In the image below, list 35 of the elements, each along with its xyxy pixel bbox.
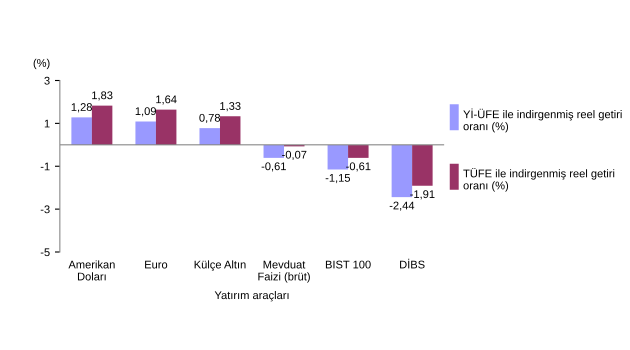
data-label: -0,61 <box>262 162 286 172</box>
x-tick-label: Euro <box>145 260 168 268</box>
x-tick-label: Amerikan Doları <box>68 260 115 280</box>
y-tick-label: 1 <box>44 120 50 128</box>
data-label: 1,33 <box>220 102 241 112</box>
bar <box>135 121 156 145</box>
bar <box>348 144 369 158</box>
data-label: 0,78 <box>199 114 220 124</box>
data-label: -1,15 <box>326 174 350 184</box>
bar <box>220 116 240 145</box>
x-tick-label: DİBS <box>400 258 425 268</box>
data-label: -2,44 <box>390 202 414 211</box>
data-label: 1,28 <box>72 103 92 112</box>
bar <box>71 117 92 145</box>
y-axis-title: (%) <box>34 58 50 70</box>
bar <box>92 106 112 145</box>
x-tick-label: BIST 100 <box>326 260 371 268</box>
y-tick-label: -1 <box>40 162 50 170</box>
data-label: -0,61 <box>346 162 370 172</box>
y-tick-label: -3 <box>40 205 50 214</box>
x-tick-label: Külçe Altın <box>194 260 246 271</box>
bar <box>156 110 176 145</box>
data-label: 1,83 <box>92 91 112 101</box>
data-label: 1,64 <box>156 95 177 105</box>
bar <box>199 128 220 145</box>
y-tick-label: -5 <box>40 248 50 256</box>
data-label: -1,91 <box>410 190 434 200</box>
x-tick-label: Mevduat Faizi (brüt) <box>258 260 310 283</box>
y-tick-label: 3 <box>44 76 50 85</box>
x-axis-title: Yatırım araçları <box>214 290 289 302</box>
bar <box>412 144 433 186</box>
legend-label: Yİ-ÜFE ile indirgenmiş reel getiri oranı (%) <box>463 108 622 132</box>
data-label: 1,09 <box>136 107 156 116</box>
legend-label: TÜFE ile indirgenmiş reel getiri oranı (%) <box>463 168 614 192</box>
data-label: -0,07 <box>282 150 306 160</box>
